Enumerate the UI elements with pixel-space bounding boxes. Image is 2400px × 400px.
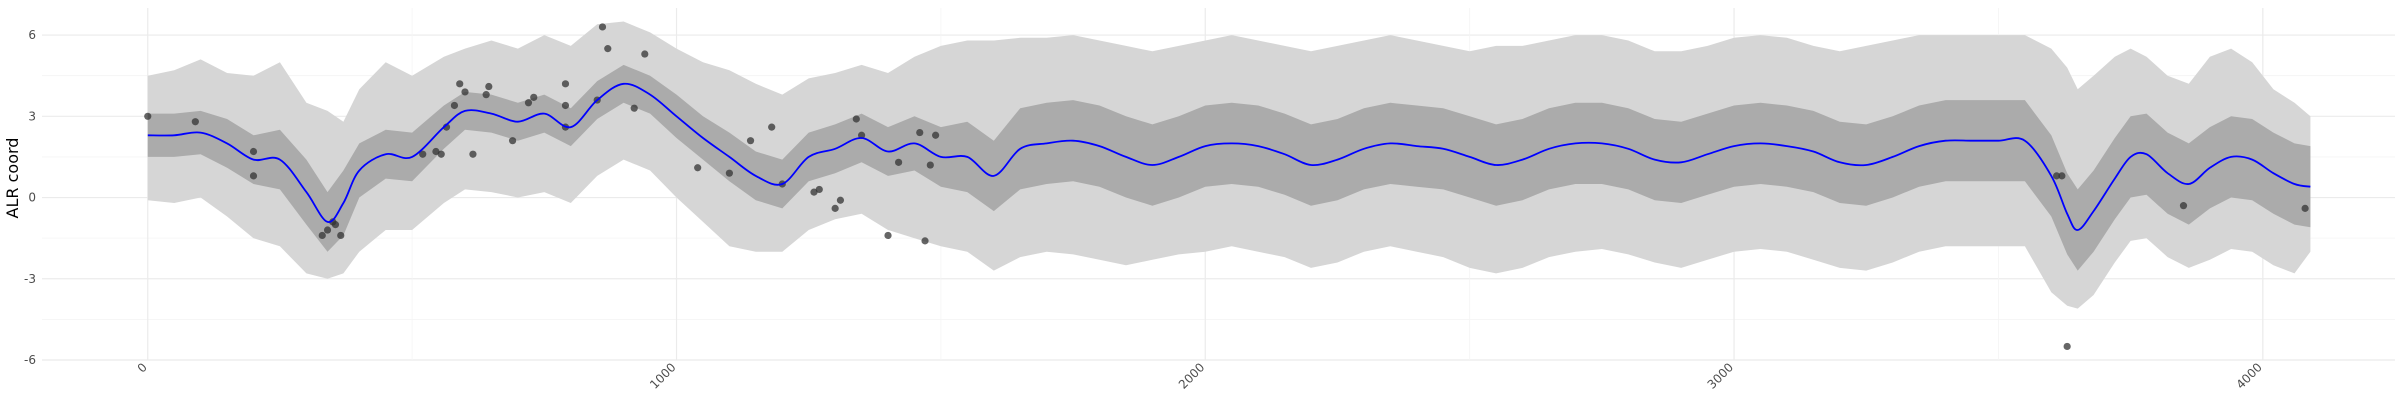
data-point: [932, 131, 940, 139]
data-point: [450, 101, 459, 110]
y-tick-label: 0: [28, 191, 36, 205]
data-point: [561, 101, 570, 110]
data-point: [884, 231, 892, 240]
data-point: [2301, 204, 2309, 212]
data-point: [318, 231, 326, 240]
x-tick-label: 3000: [1705, 360, 1736, 391]
x-tick-label: 1000: [647, 360, 678, 391]
inner-credible-band: [147, 64, 2311, 271]
data-point: [921, 237, 929, 245]
data-point: [249, 172, 258, 180]
y-axis-ticks: -6 -3 0 3 6: [24, 28, 36, 367]
data-point: [604, 45, 612, 53]
data-point: [508, 137, 517, 145]
data-point: [144, 112, 152, 120]
data-point: [437, 150, 445, 158]
data-point: [836, 196, 845, 204]
x-tick-label: 2000: [1176, 360, 1207, 391]
mean-curve: [147, 82, 2311, 231]
data-point: [725, 169, 733, 177]
y-tick-label: -6: [24, 353, 36, 367]
data-point: [694, 164, 702, 172]
data-point: [482, 91, 490, 99]
data-point: [191, 118, 199, 126]
observed-points: [144, 23, 2309, 351]
mean-line: [147, 82, 2311, 231]
data-point: [2058, 172, 2066, 180]
data-point: [852, 115, 860, 123]
data-point: [461, 88, 469, 96]
data-point: [2063, 342, 2071, 351]
data-point: [524, 99, 533, 107]
data-point: [894, 158, 903, 166]
y-tick-label: -3: [24, 272, 36, 286]
x-tick-label: 0: [135, 360, 150, 375]
data-point: [249, 147, 258, 156]
data-point: [331, 221, 340, 229]
data-point: [323, 226, 332, 234]
data-point: [746, 137, 755, 145]
data-point: [419, 150, 427, 158]
data-point: [530, 93, 538, 101]
data-point: [768, 123, 776, 131]
data-point: [469, 150, 477, 158]
data-point: [432, 147, 440, 156]
y-tick-label: 6: [28, 28, 36, 42]
data-point: [630, 104, 638, 112]
data-point: [831, 204, 839, 212]
x-axis-ticks: 0 1000 2000 3000 4000: [135, 360, 2265, 391]
data-point: [561, 80, 570, 88]
data-point: [926, 161, 934, 169]
inner-band-area: [147, 64, 2311, 271]
data-point: [2179, 202, 2188, 210]
y-tick-label: 3: [28, 109, 36, 123]
data-point: [916, 128, 924, 137]
data-point: [598, 23, 607, 31]
data-point: [810, 188, 818, 196]
data-point: [456, 80, 464, 88]
data-point: [485, 82, 493, 91]
data-point: [857, 131, 866, 139]
x-tick-label: 4000: [2233, 360, 2264, 391]
data-point: [2052, 172, 2061, 180]
y-axis-title: ALR coord: [3, 138, 22, 219]
data-point: [337, 231, 345, 240]
data-point: [815, 185, 823, 194]
data-point: [641, 50, 649, 58]
